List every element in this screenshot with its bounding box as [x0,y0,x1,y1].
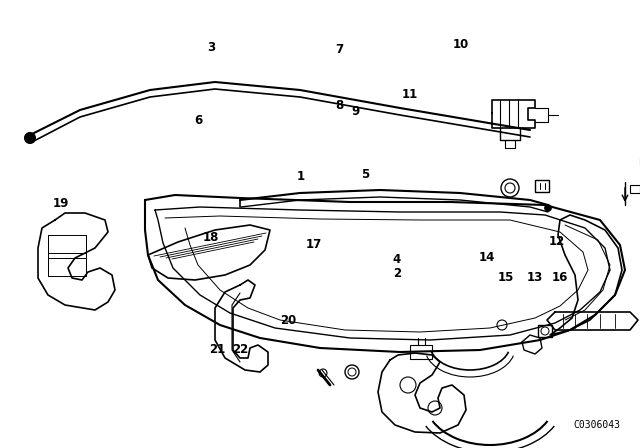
Text: 16: 16 [552,271,568,284]
Text: 13: 13 [526,271,543,284]
Text: 10: 10 [452,38,469,52]
Text: 4: 4 [393,253,401,267]
Text: 8: 8 [335,99,343,112]
Text: 22: 22 [232,343,248,356]
Text: 9: 9 [351,104,359,118]
Text: 15: 15 [497,271,514,284]
Bar [630,185,640,193]
Text: 5: 5 [361,168,369,181]
Bar [535,180,549,192]
Bar [48,258,86,276]
Text: 17: 17 [305,237,322,251]
Text: 7: 7 [335,43,343,56]
Text: 3: 3 [207,40,215,54]
Text: 21: 21 [209,343,226,356]
Text: 14: 14 [478,251,495,264]
Circle shape [25,133,35,143]
Circle shape [545,204,552,211]
Bar [410,345,432,359]
Bar [538,325,552,337]
Text: 20: 20 [280,314,296,327]
Bar [48,235,86,253]
Text: 2: 2 [393,267,401,280]
Text: 11: 11 [401,87,418,101]
Text: 18: 18 [203,231,220,244]
Text: 1: 1 [297,170,305,184]
Text: 6: 6 [195,114,202,128]
Text: C0306043: C0306043 [573,420,620,430]
Text: 12: 12 [548,235,565,249]
Text: 19: 19 [52,197,69,211]
